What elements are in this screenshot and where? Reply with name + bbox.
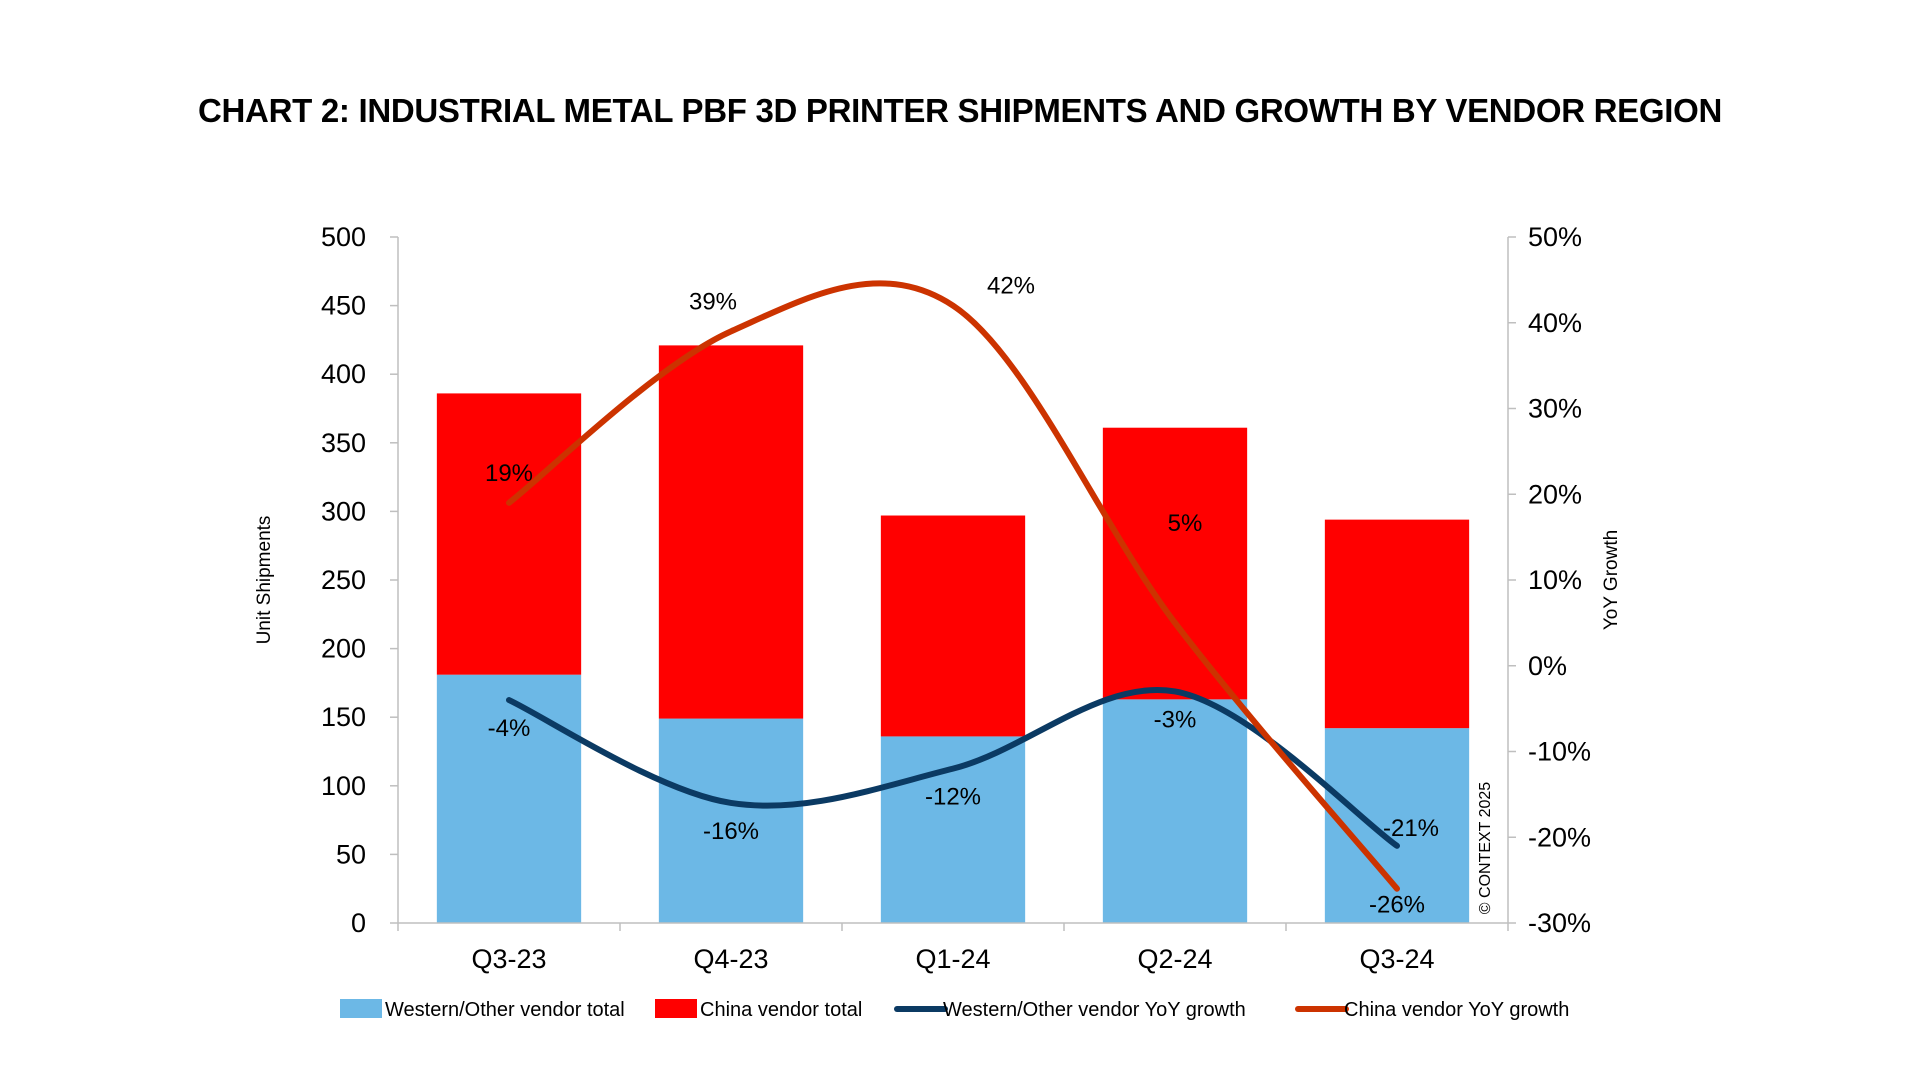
axes-layer: 0 50 100 150 200 250 300 350 400 450 500 -30% -20% -1… bbox=[254, 222, 1622, 974]
labels-layer: -4% -16% -12% -3% -21% 19% 39% 42% 5% -26% bbox=[485, 273, 1439, 919]
china-growth-label-3: 5% bbox=[1168, 510, 1203, 537]
bar-china-3 bbox=[1102, 427, 1248, 700]
bar-china-1 bbox=[658, 345, 804, 719]
legend-label-1: China vendor total bbox=[700, 999, 862, 1021]
right-tick-label: -10% bbox=[1528, 737, 1591, 767]
bar-western-3 bbox=[1102, 699, 1248, 923]
left-tick-label: 50 bbox=[336, 839, 366, 869]
legend-label-0: Western/Other vendor total bbox=[385, 999, 625, 1021]
western-growth-label-4: -21% bbox=[1383, 815, 1439, 842]
china-growth-label-1: 39% bbox=[689, 288, 737, 315]
legend-swatch-1 bbox=[655, 999, 697, 1018]
copyright-watermark: © CONTEXT 2025 bbox=[1477, 782, 1494, 915]
right-tick-label: 30% bbox=[1528, 394, 1582, 424]
right-tick-label: -30% bbox=[1528, 908, 1591, 938]
china-growth-line bbox=[506, 280, 1400, 892]
western-growth-label-0: -4% bbox=[488, 715, 531, 742]
left-tick-label: 0 bbox=[351, 908, 366, 938]
left-tick-label: 400 bbox=[321, 359, 366, 389]
left-tick-label: 350 bbox=[321, 428, 366, 458]
chart-title: CHART 2: INDUSTRIAL METAL PBF 3D PRINTER… bbox=[197, 92, 1722, 129]
right-tick-label: 20% bbox=[1528, 479, 1582, 509]
bar-western-0 bbox=[436, 674, 582, 923]
y2-axis-title: YoY Growth bbox=[1601, 530, 1622, 630]
x-tick-label-Q4-23: Q4-23 bbox=[693, 944, 768, 974]
x-tick-label-Q1-24: Q1-24 bbox=[915, 944, 990, 974]
china-growth-label-4: -26% bbox=[1369, 892, 1425, 919]
x-tick-label-Q2-24: Q2-24 bbox=[1137, 944, 1212, 974]
legend-label-3: China vendor YoY growth bbox=[1344, 999, 1569, 1021]
bar-china-2 bbox=[880, 515, 1026, 737]
china-growth-label-0: 19% bbox=[485, 460, 533, 487]
legend-layer: Western/Other vendor total China vendor t… bbox=[340, 999, 1569, 1021]
legend-label-2: Western/Other vendor YoY growth bbox=[943, 999, 1246, 1021]
bar-china-0 bbox=[436, 393, 582, 675]
left-tick-label: 450 bbox=[321, 291, 366, 321]
legend-swatch-0 bbox=[340, 999, 382, 1018]
left-tick-label: 200 bbox=[321, 634, 366, 664]
x-tick-label-Q3-24: Q3-24 bbox=[1359, 944, 1434, 974]
right-tick-label: 10% bbox=[1528, 565, 1582, 595]
right-tick-label: 40% bbox=[1528, 308, 1582, 338]
china-growth-label-2: 42% bbox=[987, 273, 1035, 300]
right-tick-label: 50% bbox=[1528, 222, 1582, 252]
left-tick-label: 500 bbox=[321, 222, 366, 252]
lines-layer bbox=[506, 280, 1400, 892]
bar-western-2 bbox=[880, 736, 1026, 923]
left-tick-label: 300 bbox=[321, 496, 366, 526]
western-growth-label-3: -3% bbox=[1154, 706, 1197, 733]
bar-china-4 bbox=[1324, 519, 1470, 729]
western-growth-line bbox=[506, 687, 1400, 849]
western-growth-label-1: -16% bbox=[703, 818, 759, 845]
x-tick-label-Q3-23: Q3-23 bbox=[471, 944, 546, 974]
right-tick-label: 0% bbox=[1528, 651, 1567, 681]
left-tick-label: 100 bbox=[321, 771, 366, 801]
bar-western-1 bbox=[658, 718, 804, 923]
western-growth-label-2: -12% bbox=[925, 784, 981, 811]
left-tick-label: 250 bbox=[321, 565, 366, 595]
y-axis-title: Unit Shipments bbox=[254, 516, 275, 645]
right-tick-label: -20% bbox=[1528, 822, 1591, 852]
left-tick-label: 150 bbox=[321, 702, 366, 732]
